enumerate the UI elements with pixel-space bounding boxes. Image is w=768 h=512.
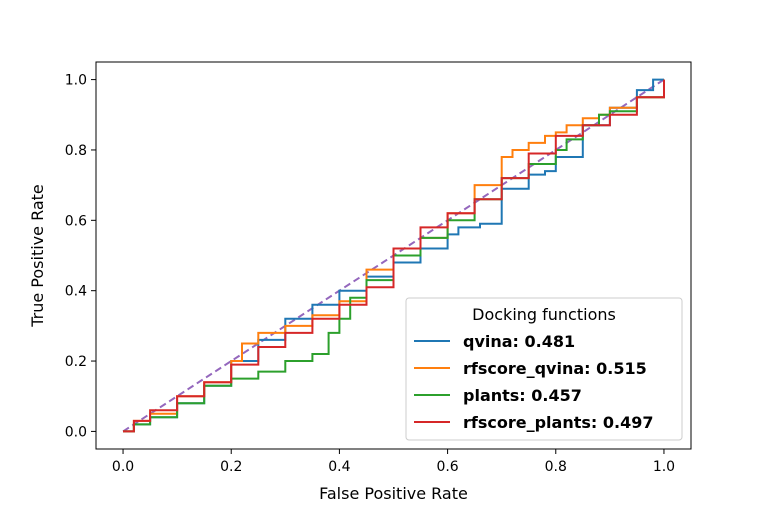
axes-frame bbox=[95, 61, 692, 450]
legend: Docking functions qvina: 0.481 rfscore_qv… bbox=[405, 297, 683, 441]
legend-box bbox=[405, 297, 683, 441]
legend-entry: plants: 0.457 bbox=[414, 386, 582, 405]
y-axis-label: True Positive Rate bbox=[28, 184, 47, 328]
y-tick-label: 0.4 bbox=[65, 284, 87, 300]
y-tick: 1.0 bbox=[65, 73, 96, 89]
legend-label: qvina: 0.481 bbox=[463, 332, 575, 351]
legend-entry: rfscore_qvina: 0.515 bbox=[414, 359, 647, 378]
x-tick: 0.8 bbox=[545, 449, 567, 475]
x-axis-label: False Positive Rate bbox=[319, 484, 468, 503]
legend-label: plants: 0.457 bbox=[463, 386, 582, 405]
x-tick-label: 1.0 bbox=[653, 459, 675, 475]
x-tick: 0.0 bbox=[112, 449, 134, 475]
y-tick-label: 0.6 bbox=[65, 213, 87, 229]
y-tick: 0.0 bbox=[65, 424, 96, 440]
x-tick: 1.0 bbox=[653, 449, 675, 475]
legend-label: rfscore_qvina: 0.515 bbox=[463, 359, 647, 378]
x-tick: 0.6 bbox=[436, 449, 459, 475]
x-axis: 0.0 0.2 0.4 0.6 0.8 1.0 bbox=[112, 449, 675, 475]
legend-label: rfscore_plants: 0.497 bbox=[463, 413, 653, 432]
x-tick-label: 0.4 bbox=[328, 459, 350, 475]
x-tick: 0.2 bbox=[220, 449, 242, 475]
x-tick-label: 0.8 bbox=[545, 459, 567, 475]
legend-title: Docking functions bbox=[472, 305, 616, 324]
y-tick-label: 0.0 bbox=[65, 424, 87, 440]
y-tick-label: 0.2 bbox=[65, 354, 87, 370]
plot-area bbox=[122, 78, 665, 433]
y-tick: 0.4 bbox=[65, 284, 96, 300]
legend-entry: rfscore_plants: 0.497 bbox=[414, 413, 653, 432]
legend-entry: qvina: 0.481 bbox=[414, 332, 575, 351]
y-tick-label: 0.8 bbox=[65, 143, 87, 159]
legend-entries: qvina: 0.481 rfscore_qvina: 0.515 plants: … bbox=[414, 332, 653, 432]
y-tick-label: 1.0 bbox=[65, 73, 87, 89]
series-line-3 bbox=[123, 79, 665, 433]
y-axis: 0.0 0.2 0.4 0.6 0.8 1.0 bbox=[65, 73, 96, 440]
x-tick-label: 0.2 bbox=[220, 459, 242, 475]
x-tick-label: 0.0 bbox=[112, 459, 134, 475]
x-tick-label: 0.6 bbox=[436, 459, 458, 475]
y-tick: 0.2 bbox=[65, 354, 96, 370]
y-tick: 0.6 bbox=[65, 213, 96, 229]
y-tick: 0.8 bbox=[65, 143, 96, 159]
x-tick: 0.4 bbox=[328, 449, 351, 475]
